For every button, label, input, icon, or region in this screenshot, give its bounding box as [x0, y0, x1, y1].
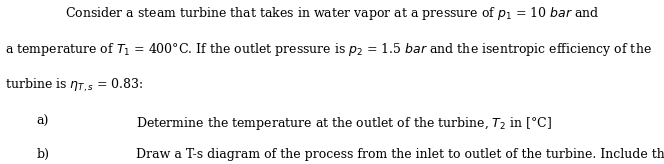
Text: Draw a T-s diagram of the process from the inlet to outlet of the turbine. Inclu: Draw a T-s diagram of the process from t… [136, 148, 664, 161]
Text: a temperature of $T_1$ = 400°C. If the outlet pressure is $p_2$ = 1.5 $\mathit{b: a temperature of $T_1$ = 400°C. If the o… [5, 41, 652, 58]
Text: turbine is $\eta_{T,s}$ = 0.83:: turbine is $\eta_{T,s}$ = 0.83: [5, 77, 143, 94]
Text: a): a) [37, 115, 49, 128]
Text: Determine the temperature at the outlet of the turbine, $T_2$ in [°C]: Determine the temperature at the outlet … [136, 115, 552, 132]
Text: b): b) [37, 148, 50, 161]
Text: Consider a steam turbine that takes in water vapor at a pressure of $p_1$ = 10 $: Consider a steam turbine that takes in w… [65, 5, 599, 22]
